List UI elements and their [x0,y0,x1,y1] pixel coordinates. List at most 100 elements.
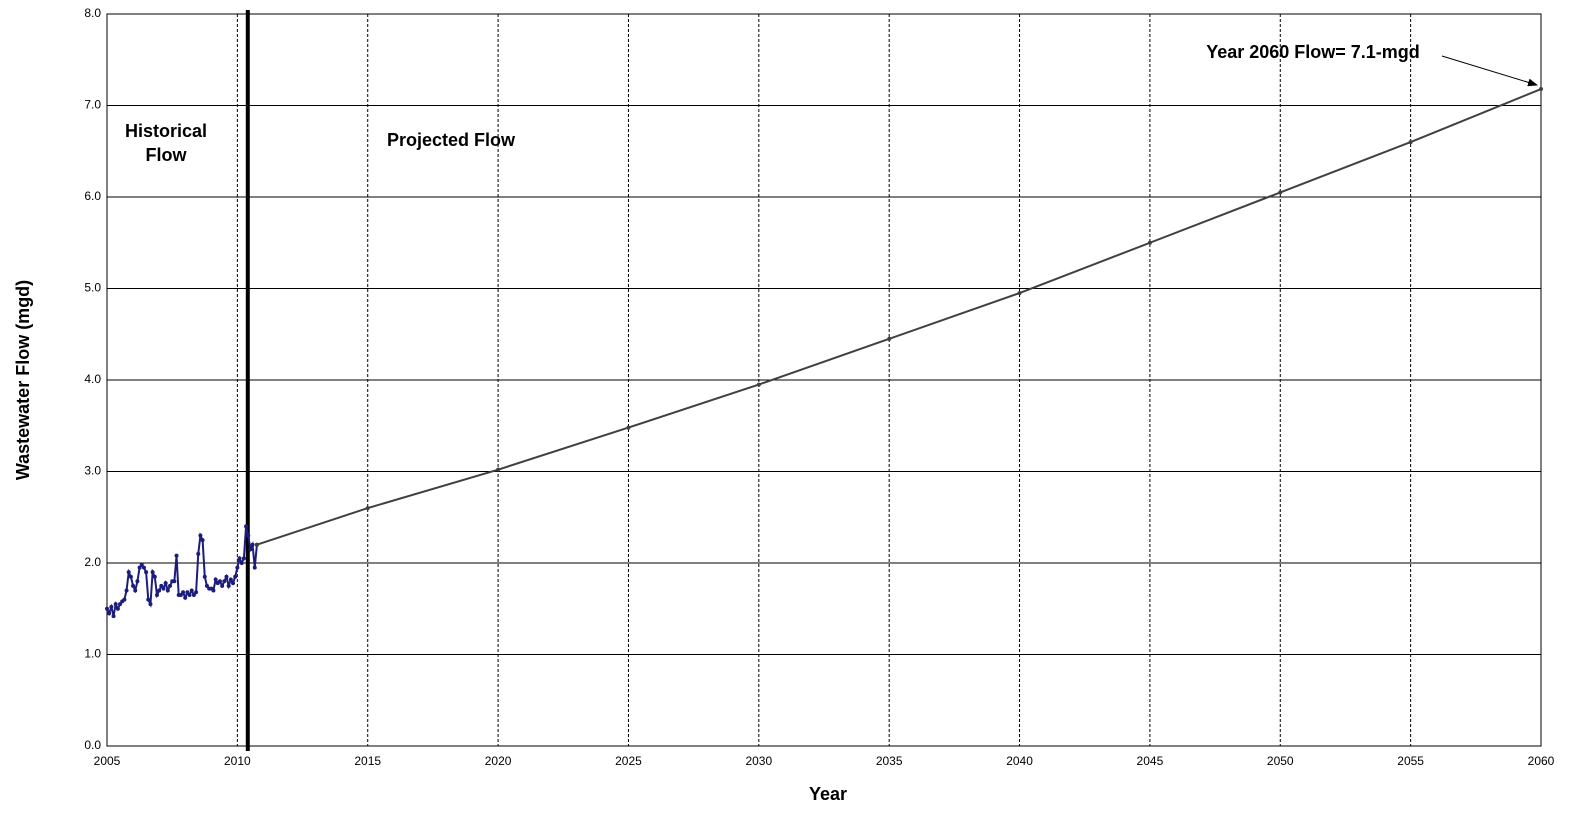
annotation: Historical [125,121,207,141]
point [165,588,170,593]
point [161,586,166,591]
point [204,583,209,588]
point [148,602,153,607]
point [220,583,225,588]
point [141,565,146,570]
point [202,574,207,579]
point [185,590,190,595]
point [154,593,159,598]
point [200,538,205,543]
y-tick-label: 8.0 [84,6,101,20]
point [111,614,116,619]
point [152,574,157,579]
point [150,570,155,575]
x-tick-label: 2020 [485,754,512,768]
y-tick-label: 5.0 [84,281,101,295]
point [237,556,242,561]
y-tick-label: 3.0 [84,464,101,478]
point [626,425,631,430]
point [211,588,216,593]
point [122,597,127,602]
x-tick-label: 2050 [1267,754,1294,768]
y-tick-label: 2.0 [84,555,101,569]
annotation: Projected Flow [387,130,516,150]
x-tick-label: 2035 [876,754,903,768]
point [244,524,249,529]
point [126,570,131,575]
point [365,506,370,511]
point [133,588,138,593]
point [239,561,244,565]
point [181,590,186,595]
point [191,593,196,598]
point [1017,291,1022,296]
x-tick-label: 2055 [1397,754,1424,768]
point [248,547,253,552]
point [159,583,164,588]
x-axis-title: Year [809,784,847,804]
point [124,588,129,593]
y-tick-label: 0.0 [84,738,101,752]
point [157,588,162,593]
point [187,593,192,598]
y-tick-label: 6.0 [84,189,101,203]
point [113,602,118,607]
point [194,590,199,595]
point [105,606,109,611]
x-tick-label: 2015 [354,754,381,768]
point [109,604,114,609]
point [254,542,259,547]
point [496,467,501,472]
x-tick-label: 2025 [615,754,642,768]
x-tick-label: 2045 [1137,754,1164,768]
y-tick-label: 4.0 [84,372,101,386]
point [241,556,246,561]
annotation: Year 2060 Flow= 7.1-mgd [1206,42,1420,62]
point [217,579,222,584]
point [146,597,151,602]
annotation-arrow [1441,55,1538,87]
point [213,577,218,582]
point [231,581,236,586]
point [115,606,120,611]
point [144,570,149,575]
point [168,583,173,588]
point [118,602,123,607]
point [224,574,229,579]
point [163,581,168,586]
y-tick-label: 7.0 [84,98,101,112]
y-axis-title: Wastewater Flow (mgd) [13,280,33,480]
annotation: Flow [146,145,188,165]
point [183,595,188,600]
point [250,542,255,547]
point [246,533,251,538]
point [196,551,201,556]
point [756,382,761,387]
point [1278,190,1283,195]
x-tick-label: 2010 [224,754,251,768]
point [174,553,179,558]
x-tick-label: 2060 [1528,754,1555,768]
y-tick-label: 1.0 [84,647,101,661]
x-tick-label: 2005 [94,754,121,768]
point [226,583,231,588]
point [135,579,140,584]
point [172,579,177,584]
point [178,593,183,598]
point [1539,87,1543,92]
point [198,533,203,538]
point [887,336,892,341]
point [137,565,142,570]
point [131,583,136,588]
point [128,574,133,579]
point [1408,140,1413,145]
point [189,588,194,593]
point [1147,240,1152,245]
point [222,579,227,584]
point [233,574,238,579]
point [235,565,240,570]
point [139,562,144,567]
x-tick-label: 2040 [1006,754,1033,768]
point [252,565,257,570]
